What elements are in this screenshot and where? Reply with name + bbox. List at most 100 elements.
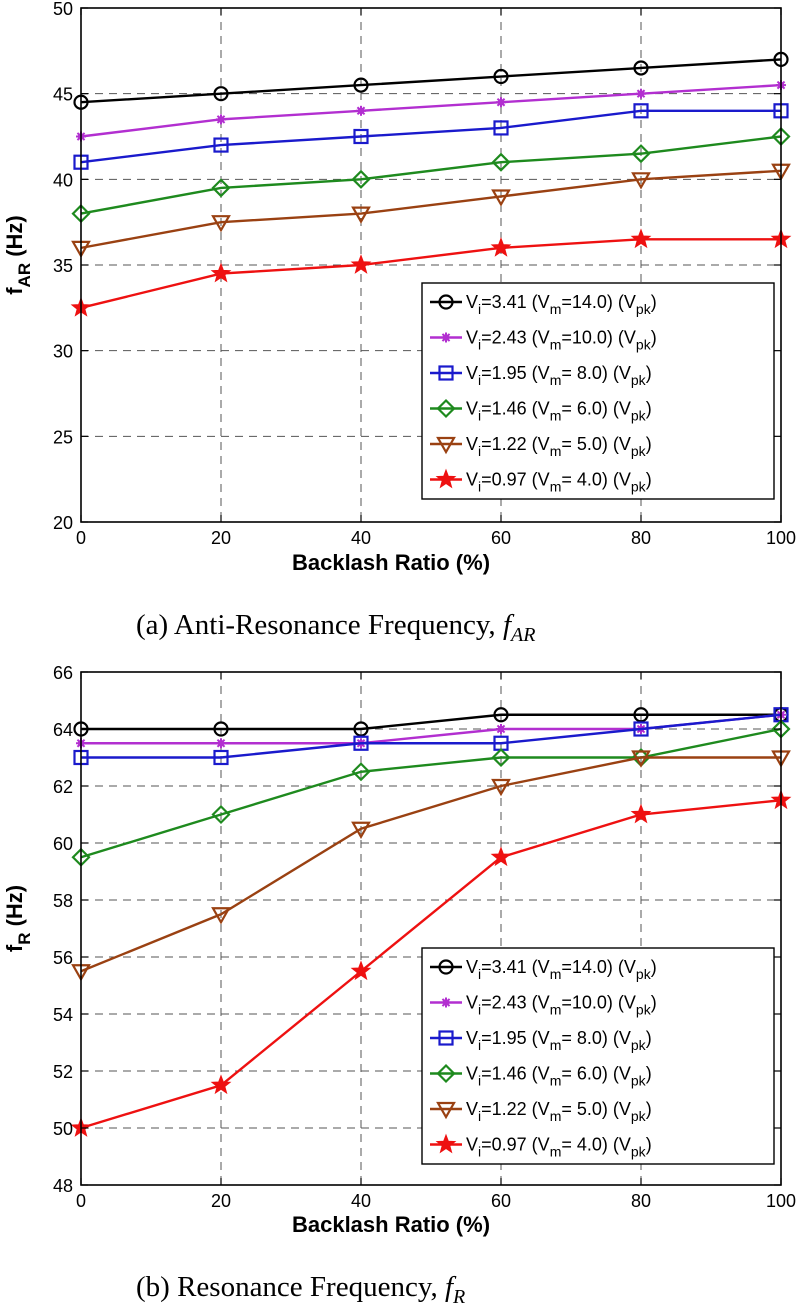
data-point — [351, 206, 371, 224]
legend-label: Vi=1.46 (Vm= 6.0) (Vpk) — [466, 399, 652, 424]
data-point — [213, 721, 229, 737]
data-point — [633, 60, 649, 76]
legend-marker-ray — [441, 333, 451, 342]
data-point — [353, 721, 369, 737]
legend-label: Vi=3.41 (Vm=14.0) (Vpk) — [466, 292, 657, 317]
legend-marker — [438, 1030, 454, 1046]
legend-item-1: Vi=2.43 (Vm=10.0) (Vpk) — [430, 328, 657, 353]
legend-marker — [438, 959, 454, 975]
data-point — [631, 172, 651, 190]
data-point — [213, 137, 229, 153]
legend-item-2: Vi=1.95 (Vm= 8.0) (Vpk) — [430, 363, 652, 388]
data-point — [633, 707, 649, 723]
data-point — [350, 960, 372, 981]
data-point — [493, 120, 509, 136]
y-tick-label: 52 — [53, 1062, 73, 1082]
legend-marker — [435, 468, 457, 489]
data-point — [633, 721, 649, 737]
data-point — [491, 152, 511, 172]
x-tick-label: 100 — [766, 528, 796, 548]
y-tick-label: 25 — [53, 427, 73, 447]
y-axis-label: fAR (Hz) — [2, 215, 34, 295]
legend-item-2: Vi=1.95 (Vm= 8.0) (Vpk) — [430, 1028, 652, 1053]
data-point — [211, 907, 231, 925]
legend-label: Vi=3.41 (Vm=14.0) (Vpk) — [466, 957, 657, 982]
y-tick-label: 62 — [53, 777, 73, 797]
y-tick-label: 40 — [53, 170, 73, 190]
data-point — [630, 803, 652, 824]
legend-item-3: Vi=1.46 (Vm= 6.0) (Vpk) — [430, 1064, 652, 1089]
data-point-ray — [216, 115, 226, 124]
data-point — [491, 778, 511, 797]
legend-marker — [436, 1063, 456, 1084]
series-line — [80, 756, 781, 973]
legend-item-1: Vi=2.43 (Vm=10.0) (Vpk) — [430, 993, 657, 1018]
x-axis-label: Backlash Ratio (%) — [292, 1212, 490, 1237]
y-tick-label: 45 — [53, 85, 73, 105]
legend-item-0: Vi=3.41 (Vm=14.0) (Vpk) — [430, 292, 657, 317]
x-tick-label: 80 — [631, 528, 651, 548]
legend-marker — [436, 398, 456, 419]
y-tick-label: 60 — [53, 834, 73, 854]
legend-box — [421, 947, 775, 1165]
data-point-ray — [496, 97, 506, 107]
y-tick-label: 58 — [53, 891, 73, 911]
y-tick-label: 48 — [53, 1176, 73, 1196]
x-tick-label: 40 — [351, 528, 371, 548]
data-point — [213, 86, 229, 102]
series-line — [80, 109, 781, 164]
series-4 — [71, 750, 791, 982]
data-point-ray — [216, 739, 226, 748]
legend-item-3: Vi=1.46 (Vm= 6.0) (Vpk) — [430, 399, 652, 424]
x-tick-label: 0 — [76, 528, 86, 548]
data-point — [491, 189, 511, 207]
legend-label: Vi=1.22 (Vm= 5.0) (Vpk) — [466, 434, 652, 459]
data-point — [211, 804, 231, 825]
data-point — [351, 169, 371, 189]
data-point — [353, 77, 369, 93]
data-point — [351, 821, 371, 839]
legend-marker-ray — [441, 998, 451, 1007]
data-point — [210, 262, 232, 283]
data-point — [490, 236, 512, 257]
x-tick-label: 60 — [491, 1191, 511, 1211]
data-point — [353, 128, 369, 145]
data-point — [490, 846, 512, 867]
series-line — [80, 135, 782, 215]
series-line — [80, 58, 782, 104]
legend-item-5: Vi=0.97 (Vm= 4.0) (Vpk) — [430, 468, 652, 495]
data-point — [496, 724, 506, 734]
legend-item-4: Vi=1.22 (Vm= 5.0) (Vpk) — [430, 1099, 652, 1124]
legend-label: Vi=1.95 (Vm= 8.0) (Vpk) — [466, 1028, 652, 1053]
data-point-ray — [636, 89, 646, 98]
data-point-ray — [496, 724, 506, 734]
data-point-ray — [356, 106, 366, 116]
figure-caption: (a) Anti-Resonance Frequency, fAR — [136, 609, 535, 646]
series-2 — [73, 103, 789, 170]
x-tick-label: 20 — [211, 1191, 231, 1211]
y-tick-label: 50 — [53, 1119, 73, 1139]
legend-label: Vi=2.43 (Vm=10.0) (Vpk) — [466, 328, 657, 353]
data-point — [211, 215, 231, 233]
legend-marker — [436, 436, 456, 455]
series-line — [80, 238, 781, 309]
chart-panel-b: 0 20 40 60 80 100 48 50 52 54 56 58 60 62 64 66 Backlash… — [2, 663, 796, 1308]
series-3 — [71, 126, 791, 224]
data-point — [493, 707, 509, 723]
y-tick-label: 50 — [53, 0, 73, 19]
legend-box — [421, 282, 775, 500]
x-tick-label: 60 — [491, 528, 511, 548]
y-tick-label: 64 — [53, 720, 73, 740]
legend-item-5: Vi=0.97 (Vm= 4.0) (Vpk) — [430, 1133, 652, 1160]
legend-marker — [438, 365, 454, 381]
series-line — [80, 727, 782, 859]
data-point — [216, 114, 226, 125]
legend: Vi=3.41 (Vm=14.0) (Vpk) Vi=2.43 (Vm=10.0)… — [421, 282, 775, 500]
data-point — [631, 750, 651, 768]
data-point — [216, 738, 226, 749]
legend-label: Vi=1.22 (Vm= 5.0) (Vpk) — [466, 1099, 652, 1124]
y-tick-label: 20 — [53, 513, 73, 533]
legend-label: Vi=0.97 (Vm= 4.0) (Vpk) — [466, 1135, 652, 1160]
figure-caption: (b) Resonance Frequency, fR — [136, 1271, 465, 1308]
